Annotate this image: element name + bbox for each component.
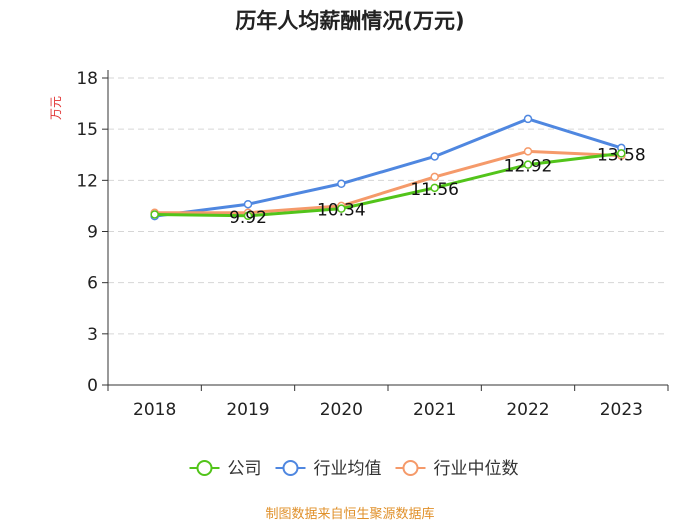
data-point: [150, 210, 159, 219]
chart-title: 历年人均薪酬情况(万元): [235, 9, 464, 33]
y-tick-label: 9: [87, 223, 98, 243]
y-tick-label: 3: [87, 325, 98, 345]
y-tick-label: 15: [76, 120, 98, 140]
y-axis-label: 万元: [49, 96, 63, 120]
data-point: [243, 211, 253, 221]
data-label: 10.34: [317, 201, 366, 221]
series-line-2: [154, 149, 622, 215]
legend-swatch-marker: [282, 460, 299, 476]
legend-label: 行业中位数: [434, 459, 519, 479]
x-tick-label: 2023: [600, 400, 643, 420]
data-label: 9.92: [229, 208, 267, 228]
data-point: [523, 147, 533, 156]
x-tick-label: 2020: [320, 400, 363, 420]
data-point: [430, 183, 439, 193]
data-label: 12.92: [504, 157, 553, 177]
x-tick-label: 2021: [413, 400, 456, 420]
data-point: [337, 204, 346, 213]
legend-label: 行业均值: [314, 459, 382, 479]
data-labels: 9.92 10.34 11.56 12.92 13.58: [229, 145, 646, 227]
data-point: [523, 160, 533, 169]
legend-swatch-marker: [196, 460, 213, 476]
y-tick-label: 0: [87, 376, 98, 396]
y-tick-label: 12: [76, 171, 98, 191]
data-point: [617, 149, 626, 158]
axes: 0 3 6 9 12 15 18 2018 2019 2020 2021 2022 2023: [76, 69, 669, 420]
data-point: [430, 172, 439, 182]
y-tick-label: 6: [87, 274, 98, 294]
x-tick-label: 2019: [226, 400, 269, 420]
data-point: [243, 199, 253, 209]
data-label: 13.58: [597, 145, 646, 165]
data-label: 11.56: [410, 180, 459, 200]
series-line-1: [154, 117, 622, 218]
legend: 公司 行业均值 行业中位数: [189, 459, 519, 479]
data-point: [337, 179, 346, 188]
data-point: [523, 114, 533, 124]
series-lines: [150, 114, 626, 221]
series-line-0: [154, 151, 622, 218]
legend-label: 公司: [228, 459, 262, 479]
source-note: 制图数据来自恒生聚源数据库: [265, 506, 434, 522]
x-tick-label: 2018: [133, 400, 176, 420]
legend-swatch-marker: [402, 460, 419, 476]
grid-lines: [108, 77, 668, 335]
x-tick-label: 2022: [506, 400, 549, 420]
data-point: [430, 152, 439, 161]
y-tick-label: 18: [76, 69, 98, 89]
